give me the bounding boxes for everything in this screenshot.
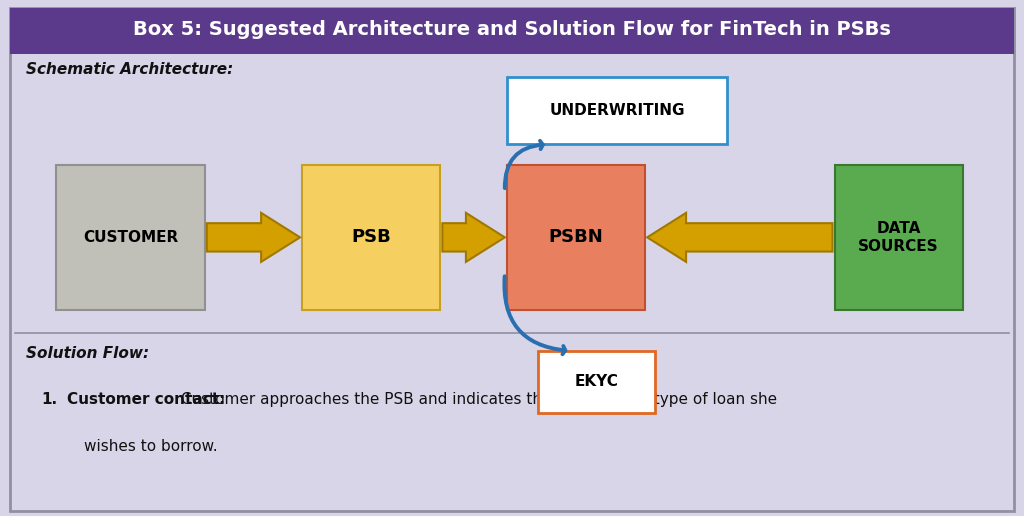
Text: Schematic Architecture:: Schematic Architecture:: [26, 62, 232, 77]
Text: PSBN: PSBN: [549, 229, 603, 246]
FancyBboxPatch shape: [302, 165, 440, 310]
Text: EKYC: EKYC: [574, 374, 618, 390]
Text: wishes to borrow.: wishes to borrow.: [84, 439, 217, 454]
Text: Customer contact:: Customer contact:: [67, 392, 225, 408]
FancyBboxPatch shape: [835, 165, 963, 310]
Text: DATA
SOURCES: DATA SOURCES: [858, 221, 939, 253]
Text: PSB: PSB: [351, 229, 391, 246]
FancyBboxPatch shape: [507, 77, 727, 144]
Polygon shape: [647, 213, 833, 262]
FancyBboxPatch shape: [10, 8, 1014, 511]
FancyBboxPatch shape: [507, 165, 645, 310]
FancyBboxPatch shape: [538, 351, 655, 413]
FancyBboxPatch shape: [56, 165, 205, 310]
Text: Solution Flow:: Solution Flow:: [26, 346, 148, 361]
Text: CUSTOMER: CUSTOMER: [83, 230, 178, 245]
Text: Box 5: Suggested Architecture and Solution Flow for FinTech in PSBs: Box 5: Suggested Architecture and Soluti…: [133, 21, 891, 39]
Text: Customer approaches the PSB and indicates the amount and type of loan she: Customer approaches the PSB and indicate…: [176, 392, 777, 408]
Polygon shape: [207, 213, 300, 262]
Polygon shape: [442, 213, 505, 262]
Text: UNDERWRITING: UNDERWRITING: [549, 103, 685, 119]
Text: 1.: 1.: [41, 392, 57, 408]
FancyBboxPatch shape: [10, 8, 1014, 54]
